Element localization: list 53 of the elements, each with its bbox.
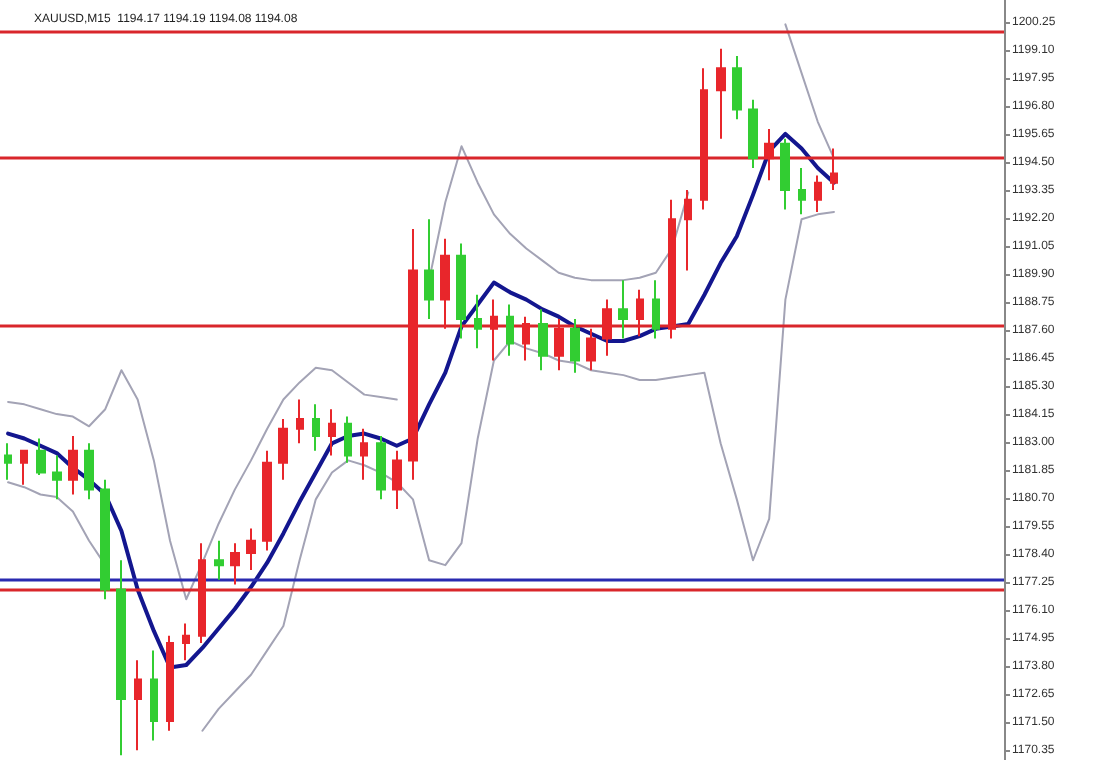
- candlestick: [408, 227, 418, 481]
- candlestick: [764, 128, 774, 182]
- candlestick: [506, 303, 514, 357]
- candlestick: [166, 634, 174, 732]
- candlestick: [652, 279, 660, 340]
- candlestick: [344, 415, 352, 464]
- candlestick: [732, 55, 742, 121]
- candlestick: [602, 298, 612, 357]
- candlestick: [798, 167, 806, 216]
- candlestick: [198, 542, 206, 645]
- candlestick: [456, 242, 466, 340]
- candlestick: [668, 198, 676, 340]
- candlestick: [360, 427, 368, 481]
- candlestick: [618, 279, 628, 340]
- candlestick: [490, 298, 498, 362]
- candlestick: [230, 542, 240, 586]
- candlestick: [20, 449, 28, 486]
- candlestick: [522, 315, 530, 362]
- candlestick: [52, 454, 62, 501]
- candlestick: [312, 403, 320, 452]
- candlestick: [440, 237, 450, 330]
- candlestick: [716, 47, 726, 140]
- candlestick: [100, 478, 110, 601]
- line-series: [6, 131, 836, 670]
- candlestick: [570, 318, 580, 374]
- candlestick: [328, 408, 336, 457]
- candlestick: [246, 527, 256, 571]
- candlestick: [586, 327, 596, 372]
- candlestick: [830, 147, 838, 191]
- candlestick: [814, 174, 822, 213]
- candlestick: [68, 435, 78, 496]
- candlestick: [684, 189, 692, 272]
- candlestick: [474, 293, 482, 350]
- candlestick: [554, 318, 564, 372]
- candlestick: [700, 67, 708, 211]
- candlestick: [278, 417, 288, 481]
- candlestick: [262, 449, 272, 552]
- candlestick: [116, 559, 126, 757]
- candlestick: [182, 622, 190, 662]
- candlestick: [36, 437, 46, 476]
- candlestick: [376, 435, 386, 501]
- candlestick: [780, 137, 790, 211]
- candlestick: [150, 649, 158, 742]
- candlestick: [424, 218, 434, 321]
- candlestick: [538, 308, 548, 372]
- candlestick: [296, 398, 304, 445]
- candlestick: [84, 442, 94, 501]
- candlestick: [748, 98, 758, 170]
- candlestick: [4, 442, 12, 481]
- candlestick: [392, 449, 402, 511]
- candlestick: [214, 539, 224, 581]
- candlestick: [636, 288, 644, 338]
- candlestick: [134, 659, 142, 752]
